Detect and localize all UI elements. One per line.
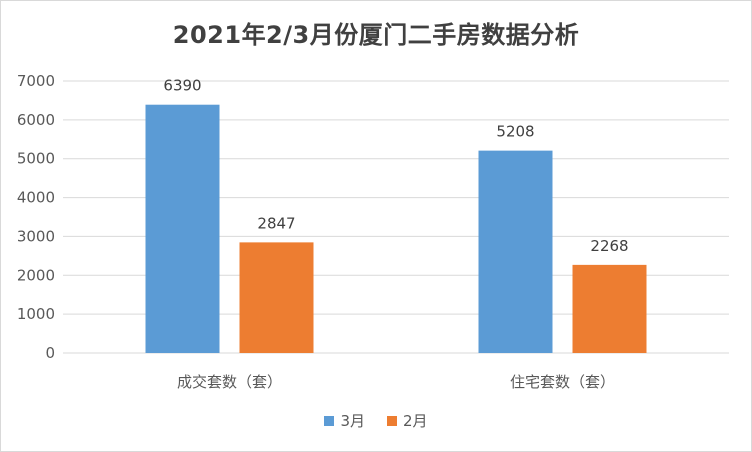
legend-label-series-1: 3月 (340, 412, 365, 430)
y-tick-label: 6000 (17, 111, 55, 129)
legend-item-series-2: 2月 (387, 410, 428, 431)
y-tick-label: 3000 (17, 227, 55, 245)
chart-title: 2021年2/3月份厦门二手房数据分析 (172, 21, 580, 49)
y-tick-label: 0 (45, 344, 55, 362)
legend-item-series-1: 3月 (324, 410, 365, 431)
y-tick-label: 5000 (17, 150, 55, 168)
bar (572, 264, 647, 353)
category-label: 住宅套数（套） (510, 373, 615, 391)
y-tick-label: 1000 (17, 305, 55, 323)
bar (239, 242, 314, 353)
y-tick-label: 2000 (17, 266, 55, 284)
data-label: 5208 (496, 123, 534, 141)
legend-swatch-series-2 (387, 415, 397, 426)
category-label: 成交套数（套） (177, 373, 282, 391)
data-label: 2847 (257, 214, 295, 232)
legend-label-series-2: 2月 (403, 412, 428, 430)
data-label: 2268 (590, 237, 628, 255)
bar-chart: 0 1000 2000 3000 4000 5000 6000 7000 6390 2847 成交套… (17, 72, 729, 391)
bar (478, 150, 553, 353)
y-tick-label: 4000 (17, 189, 55, 207)
data-label: 6390 (163, 77, 201, 95)
bar (145, 104, 220, 354)
y-tick-label: 7000 (17, 72, 55, 90)
legend-swatch-series-1 (324, 415, 335, 426)
legend: 3月 2月 (1, 410, 751, 431)
